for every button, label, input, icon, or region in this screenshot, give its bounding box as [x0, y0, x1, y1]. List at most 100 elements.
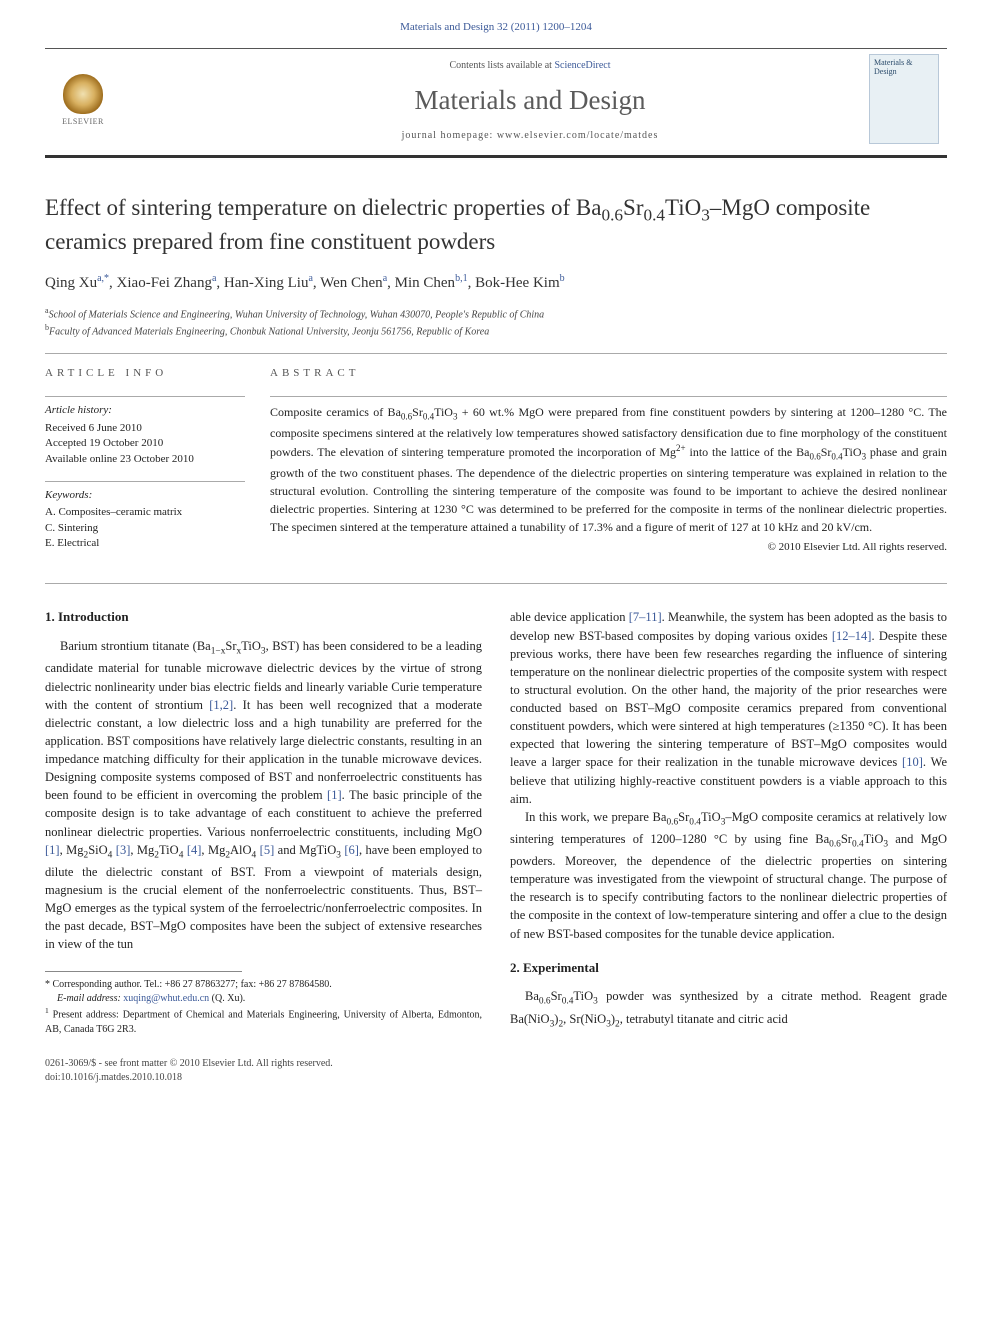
author: Qing Xua,*	[45, 275, 109, 291]
citation-ref[interactable]: [1]	[45, 843, 60, 857]
homepage-prefix: journal homepage:	[402, 130, 497, 141]
title-frag: Sr	[623, 195, 643, 220]
t: Sr	[551, 989, 562, 1003]
cover-title: Materials & Design	[874, 59, 934, 77]
citation-ref[interactable]: [1,2]	[209, 698, 233, 712]
section-heading: 1. Introduction	[45, 608, 482, 627]
article-info-header: article info	[45, 366, 245, 382]
citation-ref[interactable]: [4]	[187, 843, 202, 857]
citation-ref[interactable]: [6]	[344, 843, 359, 857]
t: , Mg	[130, 843, 154, 857]
affil-text: Faculty of Advanced Materials Engineerin…	[49, 326, 489, 337]
author-marks: a	[383, 273, 387, 284]
title-frag: Effect of sintering temperature on diele…	[45, 195, 601, 220]
homepage-line: journal homepage: www.elsevier.com/locat…	[113, 129, 947, 144]
abs-sub: 0.6	[809, 452, 820, 462]
t: and MgTiO	[274, 843, 336, 857]
title-frag: TiO	[665, 195, 701, 220]
t: Sr	[841, 832, 852, 846]
t: . Despite these previous works, there ha…	[510, 629, 947, 734]
citation-ref[interactable]: [12–14]	[832, 629, 872, 643]
author: Han-Xing Liua	[224, 275, 313, 291]
journal-header-center: Contents lists available at ScienceDirec…	[113, 59, 947, 143]
author: Wen Chena	[320, 275, 387, 291]
t: TiO	[701, 810, 721, 824]
t: TiO	[573, 989, 593, 1003]
t: , Mg	[60, 843, 84, 857]
t: , tetrabutyl titanate and citric acid	[620, 1012, 788, 1026]
keywords-label: Keywords:	[45, 488, 245, 503]
t: Sr	[225, 639, 236, 653]
abs-sub: 0.4	[423, 412, 434, 422]
divider	[45, 396, 245, 397]
t: TiO	[241, 639, 261, 653]
section-divider	[45, 583, 947, 584]
keyword: C. Sintering	[45, 521, 245, 536]
t: Ba	[525, 989, 539, 1003]
author-marks: b,1	[455, 273, 468, 284]
t: and MgO powders. Moreover, the dependenc…	[510, 832, 947, 941]
author-name: Min Chen	[395, 275, 455, 291]
history-label: Article history:	[45, 403, 245, 418]
citation-ref[interactable]: [1]	[327, 788, 342, 802]
sub: 0.6	[829, 839, 841, 849]
citation-ref[interactable]: [10]	[902, 755, 923, 769]
body-para: able device application [7–11]. Meanwhil…	[510, 608, 947, 807]
t: TiO	[864, 832, 884, 846]
author-marks: a,*	[97, 273, 109, 284]
note-text: Corresponding author. Tel.: +86 27 87863…	[50, 979, 332, 990]
elsevier-tree-icon	[63, 74, 103, 114]
t: AlO	[230, 843, 252, 857]
publisher-name: ELSEVIER	[62, 116, 104, 128]
abstract-copyright: © 2010 Elsevier Ltd. All rights reserved…	[270, 540, 947, 556]
sub: 0.4	[689, 817, 701, 827]
citation-ref[interactable]: [5]	[260, 843, 275, 857]
corresponding-author-note: * Corresponding author. Tel.: +86 27 878…	[45, 978, 482, 992]
citation-ref[interactable]: [3]	[116, 843, 131, 857]
divider	[270, 396, 947, 397]
note-text: Present address: Department of Chemical …	[45, 1010, 482, 1035]
journal-header: ELSEVIER Contents lists available at Sci…	[45, 48, 947, 158]
present-address-note: 1 Present address: Department of Chemica…	[45, 1006, 482, 1036]
citation-ref[interactable]: [7–11]	[629, 610, 662, 624]
authors-line: Qing Xua,*, Xiao-Fei Zhanga, Han-Xing Li…	[45, 272, 947, 295]
email-label: E-mail address:	[57, 993, 123, 1004]
homepage-url[interactable]: www.elsevier.com/locate/matdes	[497, 130, 659, 141]
page-bottom-row: 0261-3069/$ - see front matter © 2010 El…	[45, 1057, 947, 1086]
author-name: Bok-Hee Kim	[475, 275, 560, 291]
title-sub: 0.6	[601, 206, 623, 225]
divider	[45, 353, 947, 354]
doi-line: doi:10.1016/j.matdes.2010.10.018	[45, 1071, 333, 1086]
author: Min Chenb,1	[395, 275, 468, 291]
affiliation: bFaculty of Advanced Materials Engineeri…	[45, 322, 947, 339]
sub: 1−x	[211, 647, 226, 657]
t: TiO	[159, 843, 179, 857]
t: Sr	[678, 810, 689, 824]
abs-frag: Sr	[412, 405, 423, 419]
author: Bok-Hee Kimb	[475, 275, 565, 291]
keywords-block: Keywords: A. Composites–ceramic matrix C…	[45, 488, 245, 552]
author-marks: a	[212, 273, 216, 284]
t: In this work, we prepare Ba	[525, 810, 666, 824]
section-heading: 2. Experimental	[510, 959, 947, 978]
history-item: Received 6 June 2010	[45, 421, 245, 436]
sciencedirect-line: Contents lists available at ScienceDirec…	[113, 59, 947, 74]
history-item: Available online 23 October 2010	[45, 452, 245, 467]
sciencedirect-link[interactable]: ScienceDirect	[554, 60, 610, 71]
t: , Sr(NiO	[563, 1012, 606, 1026]
sub: 0.4	[852, 839, 864, 849]
front-matter-block: 0261-3069/$ - see front matter © 2010 El…	[45, 1057, 333, 1086]
geq-symbol: ≥	[833, 719, 840, 733]
abs-frag: Composite ceramics of Ba	[270, 405, 401, 419]
email-link[interactable]: xuqing@whut.edu.cn	[123, 993, 209, 1004]
email-suffix: (Q. Xu).	[209, 993, 245, 1004]
author: Xiao-Fei Zhanga	[117, 275, 217, 291]
divider	[45, 481, 245, 482]
abs-frag: into the lattice of the Ba	[686, 445, 810, 459]
keyword: E. Electrical	[45, 536, 245, 551]
abstract-header: abstract	[270, 366, 947, 382]
author-marks: a	[308, 273, 312, 284]
title-sub: 3	[701, 206, 710, 225]
author-name: Han-Xing Liu	[224, 275, 309, 291]
title-sub: 0.4	[643, 206, 665, 225]
